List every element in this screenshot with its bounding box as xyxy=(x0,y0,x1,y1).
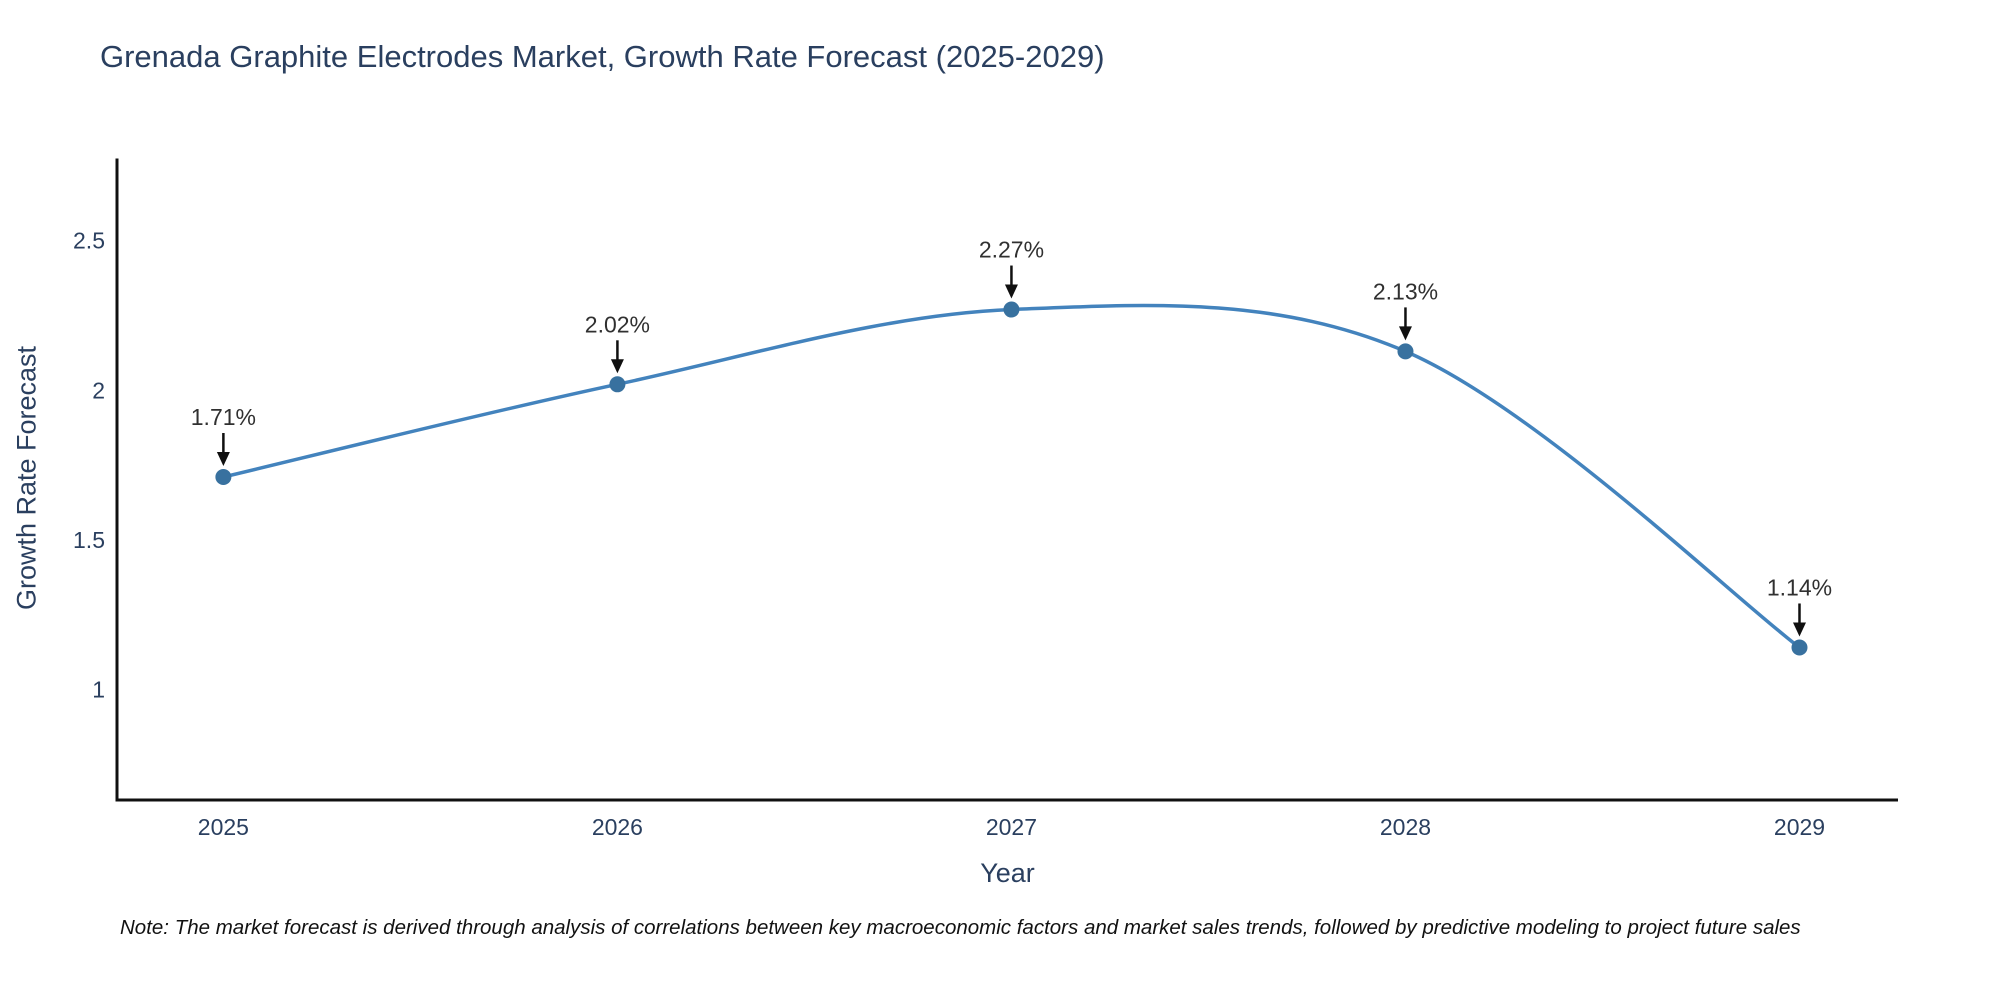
point-annotation: 1.71% xyxy=(191,404,256,430)
chart-title: Grenada Graphite Electrodes Market, Grow… xyxy=(100,39,1105,74)
point-annotation: 2.13% xyxy=(1373,278,1438,304)
annotation-arrow-head xyxy=(216,452,230,467)
x-tick-label: 2026 xyxy=(592,814,643,840)
y-tick-label: 1 xyxy=(92,676,105,702)
trend-line xyxy=(221,303,1802,650)
data-point-marker-2027 xyxy=(1003,301,1020,318)
x-axis-title: Year xyxy=(980,858,1035,888)
data-point-marker-2029 xyxy=(1791,639,1808,656)
x-tick-label: 2027 xyxy=(986,814,1037,840)
annotation-arrow-head xyxy=(1004,284,1018,299)
data-point-marker-2028 xyxy=(1397,343,1414,360)
x-tick-label: 2029 xyxy=(1774,814,1825,840)
data-point-marker-2026 xyxy=(609,376,626,393)
data-point-marker-2025 xyxy=(215,469,232,486)
y-tick-label: 1.5 xyxy=(73,527,105,553)
point-annotation: 1.14% xyxy=(1767,574,1832,600)
point-annotation: 2.02% xyxy=(585,311,650,337)
x-tick-label: 2025 xyxy=(198,814,249,840)
point-annotation: 2.27% xyxy=(979,237,1044,263)
y-tick-label: 2.5 xyxy=(73,228,105,254)
y-tick-label: 2 xyxy=(92,377,105,403)
x-tick-label: 2028 xyxy=(1380,814,1431,840)
footnote: Note: The market forecast is derived thr… xyxy=(120,916,1801,939)
annotation-arrow-head xyxy=(1792,622,1806,637)
annotation-arrow-head xyxy=(1398,326,1412,341)
annotation-arrow-head xyxy=(610,359,624,374)
